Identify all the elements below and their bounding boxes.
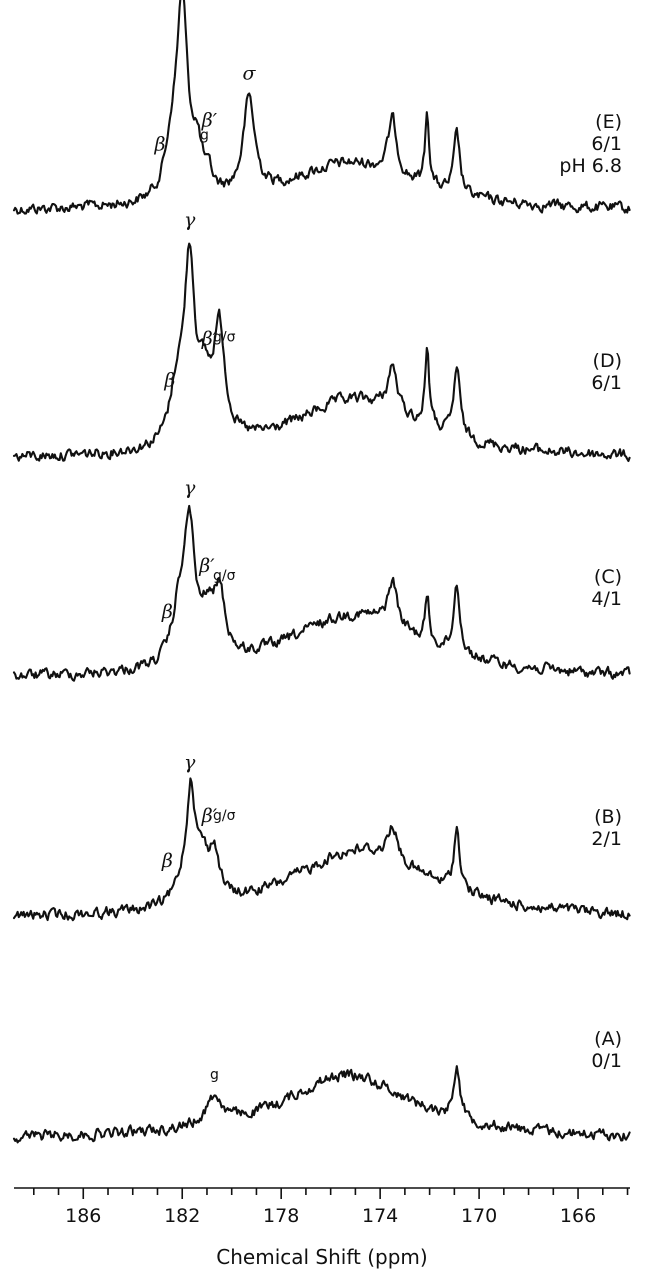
spectrum-trace-A: [12, 1065, 631, 1144]
peak-label-D-0: γ: [184, 209, 196, 231]
panel-label-E-1: 6/1: [591, 133, 622, 155]
panel-label-E-0: (E): [595, 111, 622, 133]
spectra-panels: (E)6/1pH 6.8γββ′gσ(D)6/1γββ′g/σ(C)4/1γββ…: [12, 0, 631, 1144]
peak-label-D-2: β′: [201, 328, 218, 350]
peak-label-C-3: g/σ: [213, 568, 236, 584]
peak-label-B-3: g/σ: [213, 808, 236, 824]
peak-label-E-4: σ: [243, 63, 257, 85]
x-axis-title: Chemical Shift (ppm): [216, 1245, 427, 1269]
panel-label-B-1: 2/1: [591, 828, 622, 850]
spectrum-trace-C: [12, 504, 631, 682]
peak-label-B-0: γ: [184, 752, 196, 774]
peak-label-D-3: g/σ: [213, 330, 236, 346]
panel-B: (B)2/1 γ β β′g/σ: [12, 752, 631, 922]
peak-label-C-1: β: [161, 601, 173, 623]
panel-D: (D)6/1 γ β β′g/σ: [12, 209, 631, 463]
tick-label-186: 186: [65, 1205, 101, 1227]
panel-C: (C)4/1 γ β β′g/σ: [12, 477, 631, 682]
panel-label-C-1: 4/1: [591, 588, 622, 610]
panel-label-D-1: 6/1: [591, 372, 622, 394]
tick-label-174: 174: [362, 1205, 398, 1227]
peak-label-E-3: g: [200, 127, 209, 143]
tick-label-178: 178: [263, 1205, 299, 1227]
peak-label-E-2: β′: [201, 110, 218, 132]
panel-E: (E)6/1pH 6.8γββ′gσ: [12, 0, 631, 215]
panel-label-A-1: 0/1: [591, 1050, 622, 1072]
peak-label-E-1: β: [153, 133, 165, 155]
tick-label-182: 182: [164, 1205, 200, 1227]
peak-label-A-0: g: [210, 1067, 219, 1083]
tick-label-170: 170: [461, 1205, 497, 1227]
peak-label-B-2: β′: [201, 805, 218, 827]
peak-label-B-1: β: [161, 850, 173, 872]
panel-label-D-0: (D): [593, 350, 622, 372]
spectrum-trace-D: [12, 242, 631, 463]
panel-A: (A)0/1 g: [12, 1028, 631, 1144]
panel-label-A-0: (A): [594, 1028, 622, 1050]
panel-label-C-0: (C): [594, 566, 622, 588]
tick-label-166: 166: [560, 1205, 596, 1227]
peak-label-C-0: γ: [184, 477, 196, 499]
peak-label-D-1: β: [163, 370, 175, 392]
panel-label-B-0: (B): [594, 806, 622, 828]
x-axis: 186 182 178 174 170 166 Chemical Shift (ppm): [14, 1187, 630, 1269]
x-axis-ticks: 186 182 178 174 170 166: [32, 1188, 629, 1227]
peak-label-C-2: β′: [198, 555, 215, 577]
spectrum-trace-E: [12, 0, 631, 215]
panel-label-E-2: pH 6.8: [559, 155, 622, 177]
spectrum-trace-B: [12, 777, 631, 922]
